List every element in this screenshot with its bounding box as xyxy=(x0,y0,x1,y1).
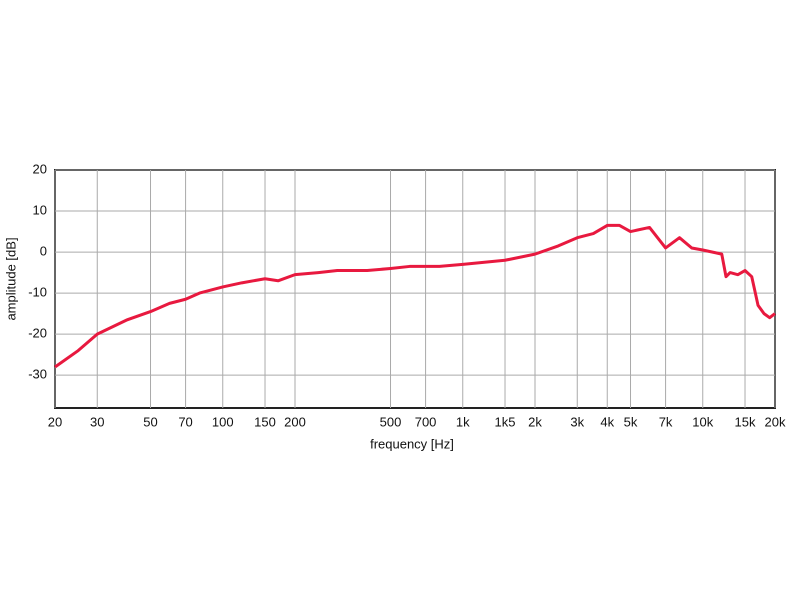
x-tick-label: 4k xyxy=(600,414,614,429)
x-axis-label: frequency [Hz] xyxy=(370,436,454,451)
data-line xyxy=(54,223,776,369)
x-tick-label: 10k xyxy=(692,414,713,429)
x-tick-label: 100 xyxy=(212,414,234,429)
x-tick-label: 2k xyxy=(528,414,542,429)
x-tick-label: 50 xyxy=(143,414,157,429)
x-tick-label: 700 xyxy=(415,414,437,429)
y-axis-label: amplitude [dB] xyxy=(3,237,18,320)
x-tick-label: 20k xyxy=(765,414,786,429)
y-tick-label: -20 xyxy=(28,326,47,341)
y-tick-label: -10 xyxy=(28,285,47,300)
x-tick-label: 150 xyxy=(254,414,276,429)
y-tick-label: 20 xyxy=(33,161,47,176)
y-tick-label: 0 xyxy=(40,244,47,259)
plot-frame xyxy=(54,169,776,409)
x-tick-label: 200 xyxy=(284,414,306,429)
x-tick-label: 3k xyxy=(570,414,584,429)
y-tick-label: -30 xyxy=(28,367,47,382)
x-tick-label: 1k xyxy=(456,414,470,429)
x-tick-label: 5k xyxy=(624,414,638,429)
x-tick-label: 1k5 xyxy=(495,414,516,429)
x-tick-label: 7k xyxy=(659,414,673,429)
x-tick-label: 70 xyxy=(178,414,192,429)
x-tick-label: 30 xyxy=(90,414,104,429)
x-tick-label: 15k xyxy=(735,414,756,429)
y-tick-label: 10 xyxy=(33,202,47,217)
x-tick-label: 20 xyxy=(48,414,62,429)
x-tick-label: 500 xyxy=(380,414,402,429)
